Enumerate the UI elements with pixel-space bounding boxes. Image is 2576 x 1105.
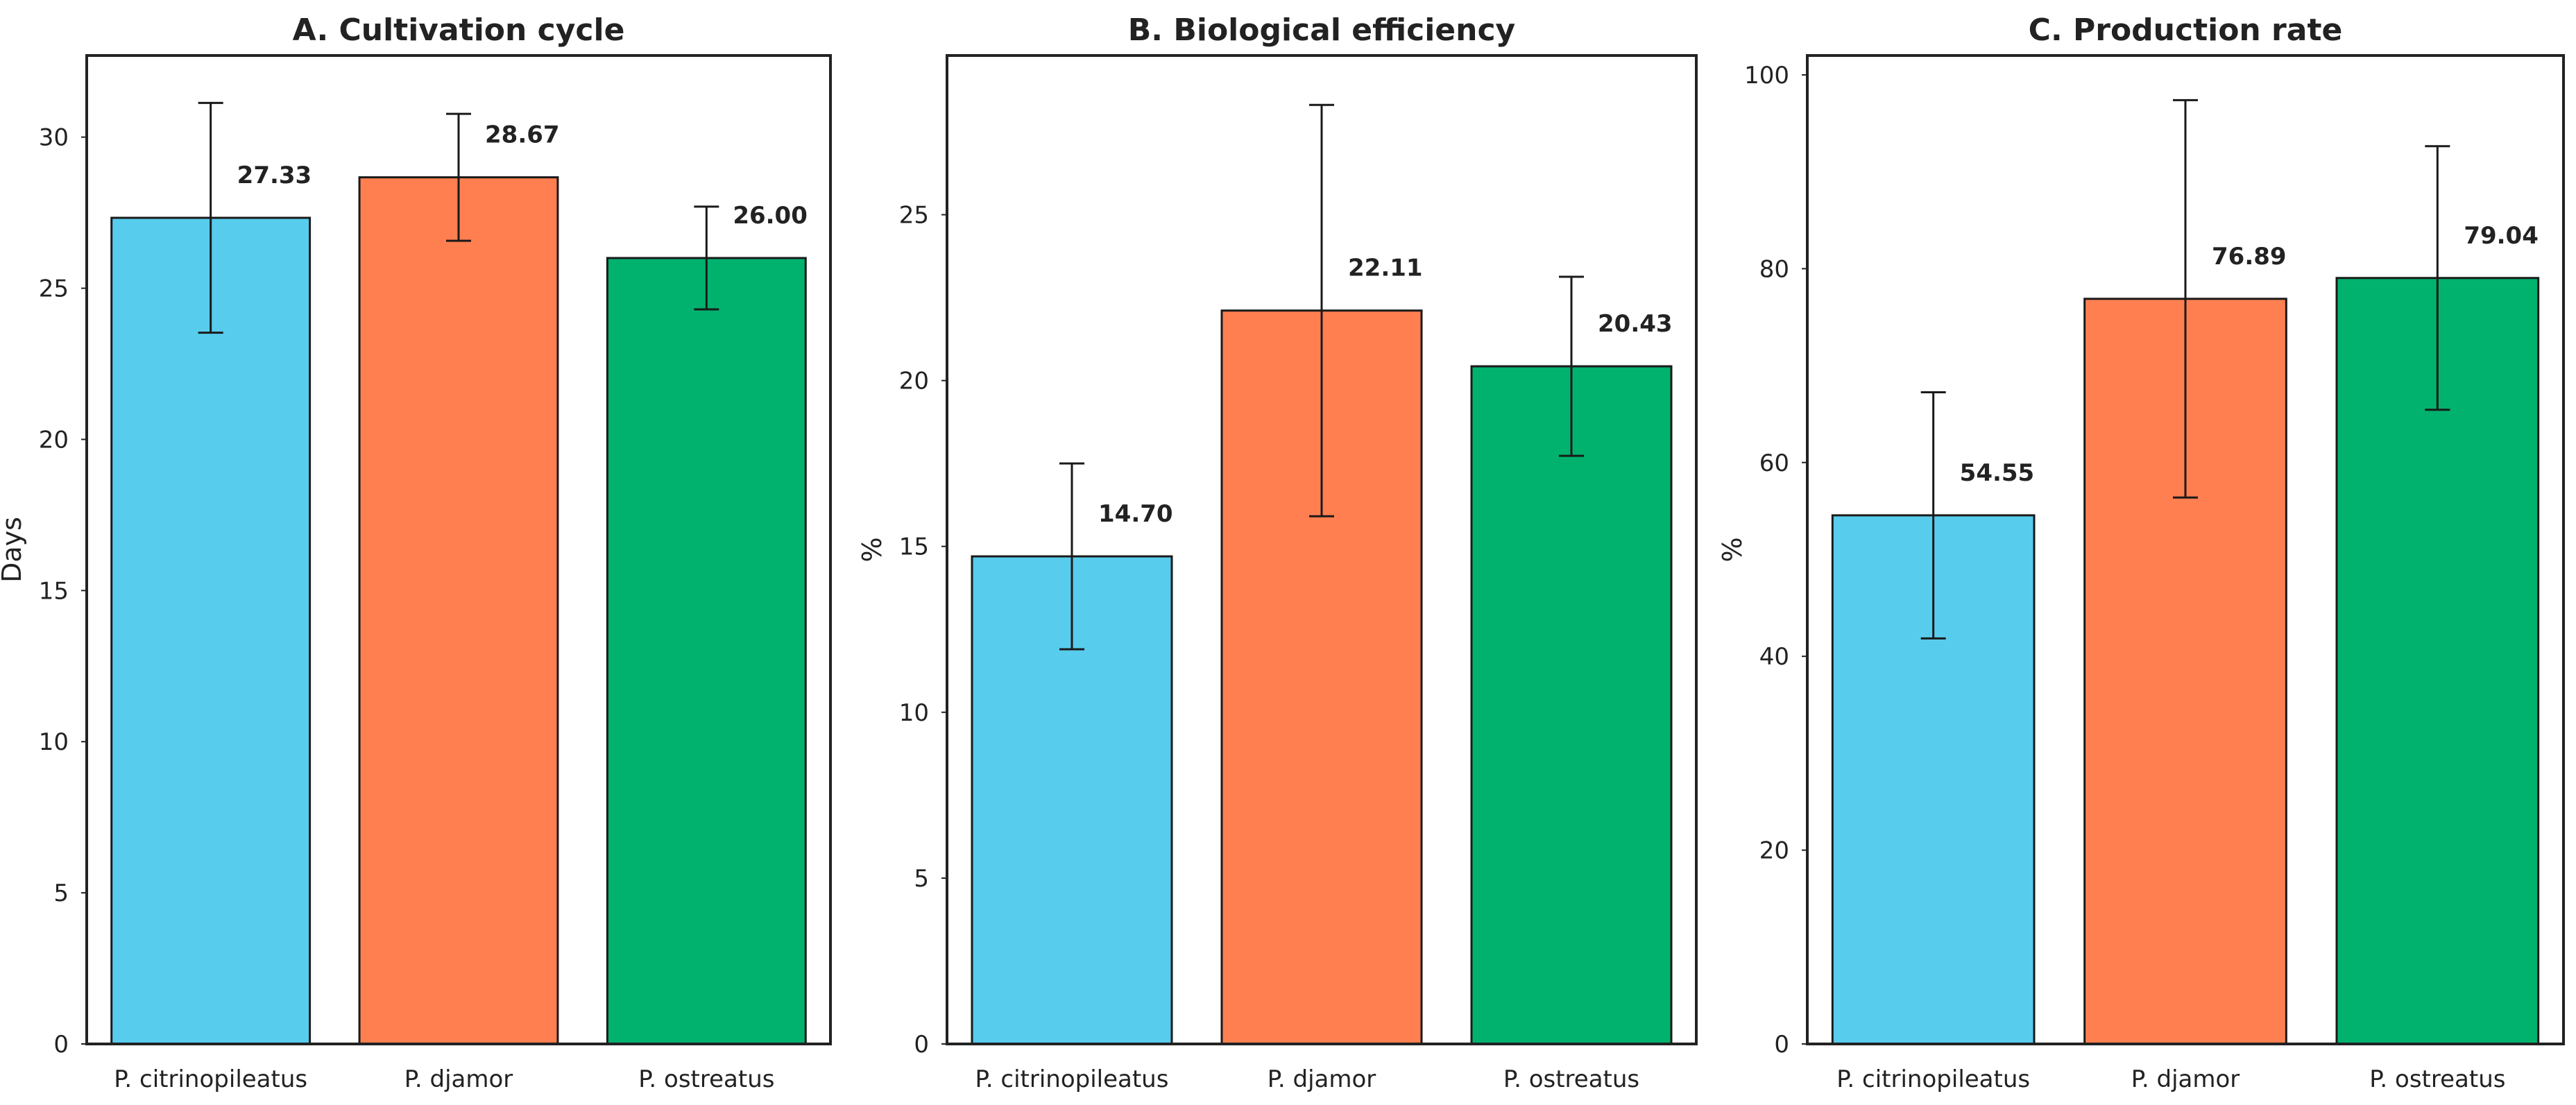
y-tick-label: 15 [39, 577, 69, 605]
y-tick-label: 20 [1759, 837, 1789, 865]
y-tick-label: 100 [1744, 62, 1789, 89]
y-tick-label: 60 [1759, 449, 1789, 477]
y-tick-label: 40 [1759, 643, 1789, 671]
data-label: 54.55 [1960, 459, 2035, 487]
data-label: 79.04 [2464, 222, 2539, 250]
y-axis-label: % [1717, 537, 1748, 562]
bar-1 [110, 216, 312, 1045]
bar-2 [358, 176, 559, 1045]
y-axis-label: Days [0, 517, 27, 583]
plot-frame [1806, 54, 2565, 1045]
y-tick-label: 10 [39, 728, 69, 756]
data-label: 22.11 [1348, 255, 1423, 282]
x-tick-label: P. djamor [404, 1065, 513, 1093]
y-tick-label: 0 [1774, 1031, 1789, 1059]
chart-panel-3: C. Production rate 0 20 40 60 80 100% 54.55 P. c… [1717, 12, 2565, 1093]
y-tick-label: 5 [53, 880, 69, 907]
x-tick-label: P. citrinopileatus [1836, 1065, 2030, 1093]
plot-frame [946, 54, 1698, 1045]
data-label: 14.70 [1098, 500, 1173, 528]
plot-frame [85, 54, 832, 1045]
data-label: 28.67 [485, 121, 560, 149]
y-tick-label: 0 [53, 1031, 69, 1059]
y-axis-label: % [857, 537, 887, 562]
bar-3 [1470, 365, 1673, 1045]
bar-3 [606, 257, 807, 1045]
data-label: 27.33 [237, 162, 312, 189]
y-tick-label: 10 [899, 699, 929, 727]
data-label: 26.00 [733, 202, 808, 230]
y-tick-label: 15 [899, 533, 929, 561]
chart-panel-2: B. Biological efficiency 0 5 10 15 20 25% 14.70… [857, 12, 1698, 1093]
y-tick-label: 5 [914, 865, 929, 893]
x-tick-label: P. ostreatus [638, 1065, 774, 1093]
x-tick-label: P. citrinopileatus [114, 1065, 307, 1093]
chart-panel-1: A. Cultivation cycle 0 5 10 15 20 25 30 Days 27.3… [0, 12, 832, 1093]
chart-title: A. Cultivation cycle [293, 12, 625, 48]
chart-title: B. Biological efficiency [1128, 12, 1516, 48]
y-tick-label: 20 [39, 426, 69, 454]
y-tick-label: 30 [39, 124, 69, 152]
y-tick-label: 0 [914, 1031, 929, 1059]
x-tick-label: P. djamor [2131, 1065, 2240, 1093]
x-tick-label: P. citrinopileatus [975, 1065, 1169, 1093]
data-label: 76.89 [2212, 243, 2287, 271]
x-tick-label: P. ostreatus [1503, 1065, 1639, 1093]
y-tick-label: 25 [39, 275, 69, 303]
chart-title: C. Production rate [2029, 12, 2343, 48]
y-tick-label: 20 [899, 368, 929, 395]
y-tick-label: 80 [1759, 255, 1789, 283]
y-tick-label: 25 [899, 202, 929, 230]
x-tick-label: P. ostreatus [2369, 1065, 2505, 1093]
x-tick-label: P. djamor [1268, 1065, 1376, 1093]
data-label: 20.43 [1598, 310, 1673, 338]
